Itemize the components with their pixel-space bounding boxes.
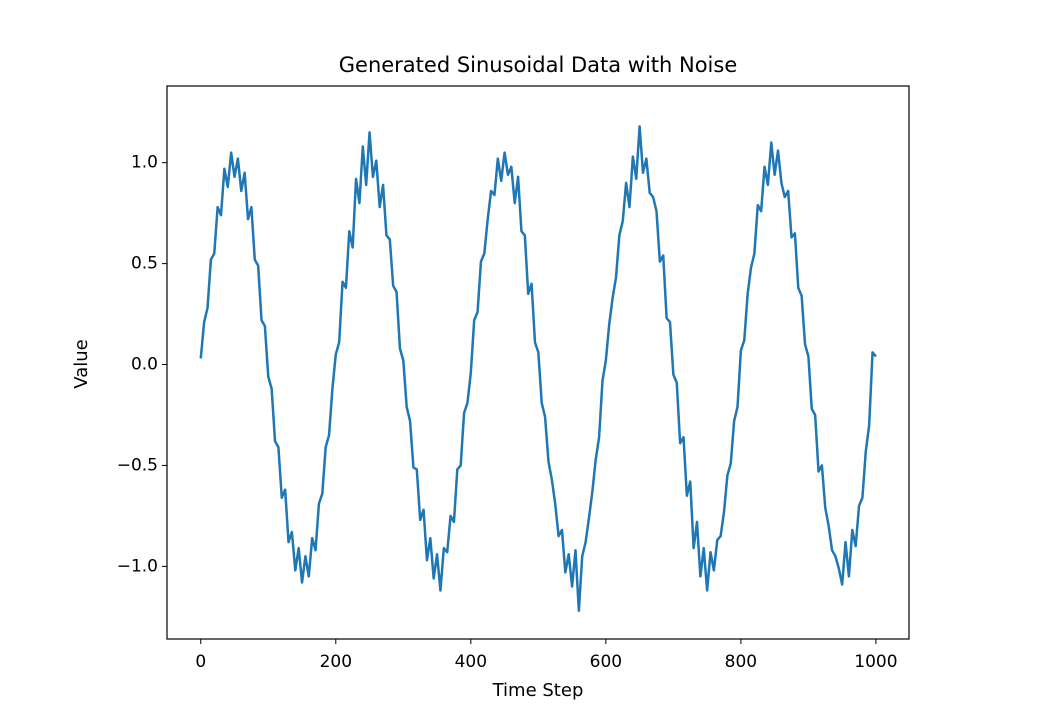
x-tick-label: 800 bbox=[725, 652, 757, 672]
y-axis-label: Value bbox=[71, 339, 92, 388]
y-tick-label: 0.5 bbox=[131, 254, 158, 274]
x-tick-label: 400 bbox=[455, 652, 487, 672]
data-line bbox=[199, 125, 877, 612]
x-tick-label: 200 bbox=[320, 652, 352, 672]
y-tick-label: −0.5 bbox=[117, 455, 158, 475]
y-tick-label: 0.0 bbox=[131, 355, 158, 375]
y-tick-label: 1.0 bbox=[131, 153, 158, 173]
plot-frame bbox=[166, 85, 910, 640]
x-axis-label: Time Step bbox=[492, 680, 584, 701]
y-tick-label: −1.0 bbox=[117, 556, 158, 576]
chart-title: Generated Sinusoidal Data with Noise bbox=[339, 53, 738, 77]
x-tick-label: 600 bbox=[590, 652, 622, 672]
x-tick-label: 1000 bbox=[854, 652, 897, 672]
x-tick-label: 0 bbox=[195, 652, 206, 672]
